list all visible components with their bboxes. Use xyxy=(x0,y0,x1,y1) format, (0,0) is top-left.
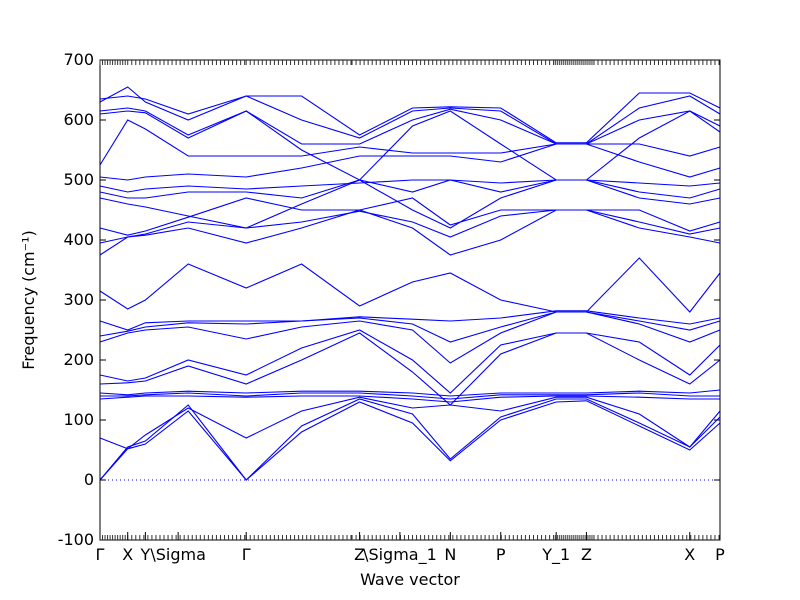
x-tick-label: N xyxy=(444,545,456,564)
x-tick-label: \Sigma xyxy=(150,545,206,564)
plot-lines xyxy=(99,86,721,481)
x-tick-label: Γ xyxy=(96,545,105,564)
x-tick-label: Y_1 xyxy=(541,545,570,565)
band-line-11 xyxy=(99,310,721,331)
y-axis: -100 0 100 200 300 400 500 600 700 xyxy=(58,50,720,549)
x-tick-label: X xyxy=(122,545,133,564)
band-line-21 xyxy=(99,110,721,181)
y-tick-label: 0 xyxy=(84,470,94,489)
x-axis: Γ X Y \Sigma Γ Z\Sigma_1 N P Y_1 Z X P xyxy=(96,60,725,565)
band-line-8 xyxy=(99,329,721,394)
band-line-10 xyxy=(99,311,721,343)
y-tick-label: 200 xyxy=(63,350,94,369)
band-line-15 xyxy=(99,197,721,236)
band-line-12 xyxy=(99,257,721,313)
x-tick-label: Γ xyxy=(242,545,251,564)
y-tick-label: 100 xyxy=(63,410,94,429)
x-tick-label: \Sigma_1 xyxy=(363,545,437,565)
band-line-2 xyxy=(99,398,721,481)
x-tick-label: Y xyxy=(139,545,150,564)
y-tick-label: 400 xyxy=(63,230,94,249)
band-line-7 xyxy=(99,332,721,406)
x-tick-label: P xyxy=(715,545,725,564)
band-line-6 xyxy=(99,389,721,397)
x-tick-label: Z xyxy=(581,545,592,564)
band-line-9 xyxy=(99,311,721,364)
x-axis-label: Wave vector xyxy=(360,570,460,589)
band-line-22 xyxy=(99,107,721,145)
y-tick-label: 500 xyxy=(63,170,94,189)
band-line-17 xyxy=(99,179,721,199)
band-line-19 xyxy=(99,143,721,181)
band-line-16 xyxy=(99,179,721,229)
x-tick-label: X xyxy=(684,545,695,564)
band-line-13 xyxy=(99,209,721,256)
band-line-1 xyxy=(99,400,721,481)
y-tick-label: 600 xyxy=(63,110,94,129)
y-tick-label: 300 xyxy=(63,290,94,309)
band-line-20 xyxy=(99,119,721,166)
y-axis-label: Frequency (cm⁻¹) xyxy=(19,230,38,369)
band-line-5 xyxy=(100,392,720,400)
x-tick-label: P xyxy=(496,545,506,564)
y-tick-label: -100 xyxy=(58,530,94,549)
band-line-24 xyxy=(99,92,721,144)
band-line-14 xyxy=(99,209,721,244)
band-line-23 xyxy=(99,86,721,145)
band-line-4 xyxy=(99,395,720,403)
y-tick-label: 700 xyxy=(63,50,94,69)
band-line-18 xyxy=(99,179,721,193)
band-line-3 xyxy=(99,396,721,450)
x-tick-label: Z xyxy=(354,545,365,564)
